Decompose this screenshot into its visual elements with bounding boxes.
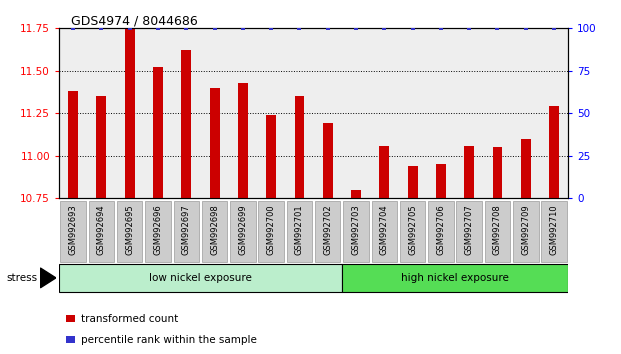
Text: GSM992697: GSM992697 <box>182 205 191 255</box>
FancyBboxPatch shape <box>513 201 538 262</box>
FancyBboxPatch shape <box>542 201 567 262</box>
FancyBboxPatch shape <box>400 201 425 262</box>
Text: stress: stress <box>6 273 37 283</box>
FancyBboxPatch shape <box>145 201 171 262</box>
Bar <box>549 107 559 198</box>
Bar <box>407 166 417 198</box>
Bar <box>238 83 248 198</box>
Text: GSM992704: GSM992704 <box>380 205 389 255</box>
FancyBboxPatch shape <box>258 201 284 262</box>
Text: high nickel exposure: high nickel exposure <box>401 273 509 283</box>
FancyBboxPatch shape <box>287 201 312 262</box>
Bar <box>379 145 389 198</box>
Text: GSM992693: GSM992693 <box>69 205 78 255</box>
FancyBboxPatch shape <box>174 201 199 262</box>
FancyBboxPatch shape <box>371 201 397 262</box>
Text: GSM992694: GSM992694 <box>97 205 106 255</box>
Text: GSM992707: GSM992707 <box>465 205 474 255</box>
FancyBboxPatch shape <box>428 201 453 262</box>
Text: GSM992700: GSM992700 <box>266 205 276 255</box>
Text: GSM992706: GSM992706 <box>437 205 445 255</box>
Text: GSM992701: GSM992701 <box>295 205 304 255</box>
FancyBboxPatch shape <box>202 201 227 262</box>
Bar <box>266 115 276 198</box>
Text: GDS4974 / 8044686: GDS4974 / 8044686 <box>71 14 198 27</box>
Text: GSM992696: GSM992696 <box>153 205 163 255</box>
FancyBboxPatch shape <box>485 201 510 262</box>
FancyBboxPatch shape <box>117 201 142 262</box>
FancyBboxPatch shape <box>315 201 340 262</box>
Bar <box>210 88 220 198</box>
FancyBboxPatch shape <box>89 201 114 262</box>
Text: GSM992703: GSM992703 <box>351 205 361 255</box>
Bar <box>492 147 502 198</box>
Bar <box>436 164 446 198</box>
FancyBboxPatch shape <box>59 263 342 292</box>
Bar <box>96 96 106 198</box>
Text: GSM992705: GSM992705 <box>408 205 417 255</box>
Bar <box>68 91 78 198</box>
FancyBboxPatch shape <box>342 263 568 292</box>
Text: GSM992698: GSM992698 <box>210 205 219 255</box>
FancyBboxPatch shape <box>60 201 86 262</box>
Bar <box>125 28 135 198</box>
Bar <box>66 336 75 343</box>
FancyBboxPatch shape <box>456 201 482 262</box>
FancyBboxPatch shape <box>343 201 369 262</box>
FancyBboxPatch shape <box>230 201 256 262</box>
Bar <box>66 315 75 322</box>
Text: GSM992702: GSM992702 <box>324 205 332 255</box>
Text: GSM992709: GSM992709 <box>521 205 530 255</box>
Bar <box>351 190 361 198</box>
Text: GSM992695: GSM992695 <box>125 205 134 255</box>
Text: GSM992710: GSM992710 <box>550 205 558 255</box>
Polygon shape <box>40 268 56 288</box>
Text: percentile rank within the sample: percentile rank within the sample <box>81 335 256 345</box>
Bar <box>521 139 531 198</box>
Text: GSM992699: GSM992699 <box>238 205 247 255</box>
Bar <box>465 145 474 198</box>
Bar <box>153 67 163 198</box>
Text: GSM992708: GSM992708 <box>493 205 502 255</box>
Bar <box>181 50 191 198</box>
Bar <box>323 124 333 198</box>
Text: transformed count: transformed count <box>81 314 178 324</box>
Text: low nickel exposure: low nickel exposure <box>149 273 252 283</box>
Bar <box>294 96 304 198</box>
